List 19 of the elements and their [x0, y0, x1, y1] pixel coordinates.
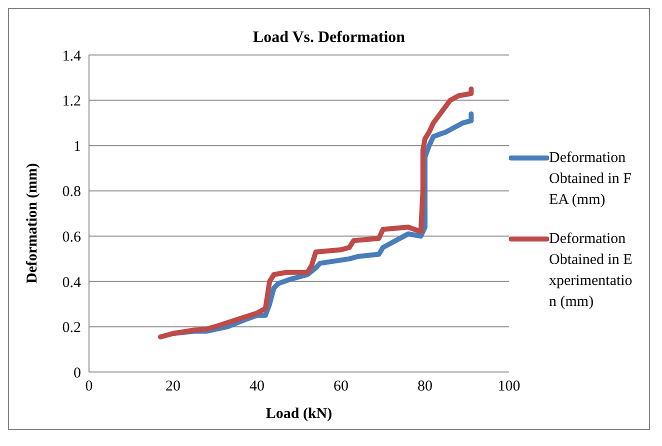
y-tick-label: 0.8	[62, 184, 81, 200]
y-tick-label: 0.2	[62, 320, 81, 336]
y-tick-label: 1	[74, 138, 81, 155]
chart-title: Load Vs. Deformation	[252, 29, 406, 47]
x-tick-label: 100	[498, 378, 520, 395]
y-tick-label: 0.6	[62, 229, 82, 246]
legend-label: Deformation Obtained in Experimentation (mm)	[549, 230, 634, 312]
y-tick-label: 1.4	[62, 48, 82, 64]
x-axis-title: Load (kN)	[266, 406, 332, 422]
y-tick-label: 0.4	[62, 274, 82, 291]
y-tick-label: 1.2	[62, 94, 81, 110]
y-axis-title: Deformation (mm)	[24, 163, 40, 284]
x-tick-label: 60	[334, 378, 348, 395]
y-tick-label: 0	[74, 365, 81, 382]
legend-label: Deformation Obtained in FEA (mm)	[549, 149, 632, 210]
x-tick-label: 40	[250, 378, 264, 395]
x-tick-label: 20	[166, 378, 180, 395]
x-tick-label: 0	[85, 378, 93, 395]
x-tick-label: 80	[418, 378, 432, 395]
